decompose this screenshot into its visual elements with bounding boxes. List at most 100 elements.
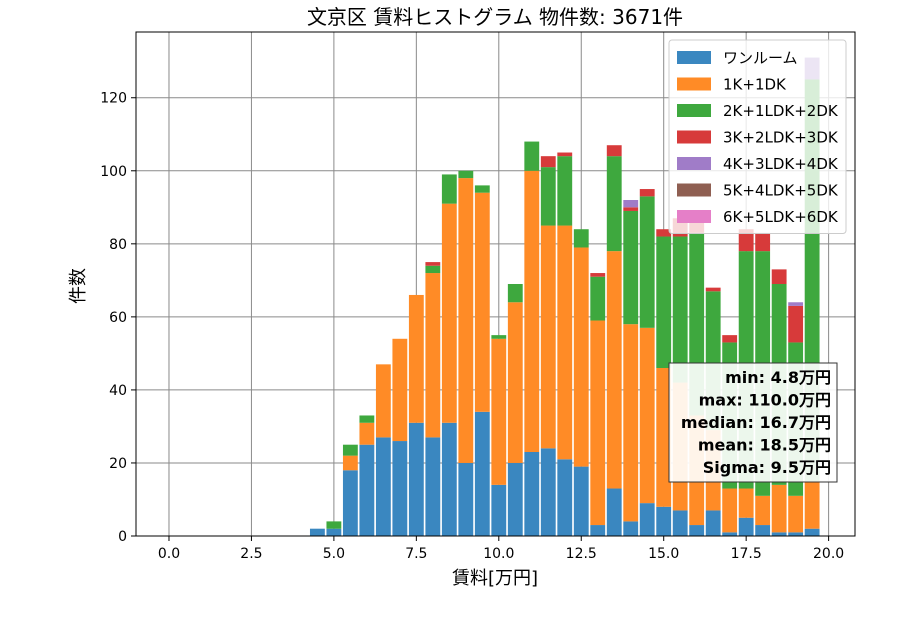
bar-segment-4 (425, 262, 441, 266)
y-tick-label: 80 (109, 237, 127, 253)
bar-segment-1 (375, 437, 391, 536)
x-tick-label: 15.0 (648, 546, 679, 562)
bar-segment-5 (623, 200, 639, 208)
bar-segment-4 (705, 287, 721, 292)
bar-segment-4 (639, 189, 655, 197)
bar-segment-3 (507, 284, 523, 303)
bar-segment-3 (474, 185, 490, 193)
y-tick-label: 100 (100, 164, 127, 180)
legend-label: 3K+2LDK+3DK (723, 129, 839, 147)
bar-segment-1 (705, 510, 721, 536)
x-tick-label: 7.5 (405, 546, 427, 562)
y-tick-label: 0 (118, 529, 127, 545)
bar-segment-3 (540, 167, 556, 226)
x-tick-label: 5.0 (323, 546, 345, 562)
bar-segment-3 (623, 210, 639, 325)
bar-segment-3 (606, 156, 622, 252)
bar-segment-1 (689, 525, 705, 536)
stats-line: median: 16.7万円 (681, 413, 831, 432)
bar-segment-1 (425, 437, 441, 536)
bar-segment-1 (507, 462, 523, 536)
bar-segment-1 (639, 503, 655, 536)
bar-segment-4 (540, 156, 556, 168)
bar-segment-2 (441, 203, 457, 423)
axes-frame (135, 31, 856, 537)
x-tick-label: 2.5 (240, 546, 262, 562)
bar-segment-2 (359, 422, 375, 445)
legend-swatch (677, 104, 711, 117)
x-tick-label: 20.0 (813, 546, 844, 562)
legend-label: 4K+3LDK+4DK (723, 155, 839, 173)
bar-segment-2 (557, 225, 573, 460)
y-tick-label: 20 (109, 456, 127, 472)
bar-segment-1 (804, 528, 820, 536)
bar-segment-1 (458, 462, 474, 536)
bar-segment-3 (656, 236, 672, 368)
bar-segment-3 (573, 229, 589, 248)
legend-label: ワンルーム (723, 49, 798, 67)
stats-line: max: 110.0万円 (699, 391, 831, 410)
bar-segment-2 (375, 364, 391, 438)
bar-segment-3 (557, 156, 573, 226)
bar-segment-2 (474, 192, 490, 412)
bar-segment-1 (590, 525, 606, 536)
bar-segment-1 (738, 517, 754, 536)
bar-segment-1 (524, 452, 540, 536)
x-tick-label: 0.0 (158, 546, 180, 562)
bar-segment-1 (771, 532, 787, 536)
x-tick-label: 17.5 (731, 546, 762, 562)
y-axis-label: 件数 (68, 268, 89, 304)
bar-segment-3 (639, 196, 655, 328)
bar-segment-2 (573, 247, 589, 467)
x-axis-label: 賃料[万円] (452, 568, 538, 589)
bar-segment-2 (507, 302, 523, 463)
bar-segment-3 (326, 521, 342, 529)
bar-segment-1 (656, 506, 672, 536)
bar-segment-1 (309, 528, 325, 536)
legend-box (668, 39, 847, 234)
bar-segment-3 (491, 335, 507, 339)
bar-segment-1 (722, 532, 738, 536)
bar-segment-1 (359, 444, 375, 536)
legend-swatch (677, 77, 711, 91)
bar-segment-3 (590, 276, 606, 321)
bar-segment-4 (738, 229, 754, 252)
stats-line: Sigma: 9.5万円 (703, 458, 831, 477)
bar-segment-2 (590, 320, 606, 526)
bar-segment-4 (771, 269, 787, 284)
bar-segment-1 (623, 521, 639, 536)
bar-segment-2 (771, 484, 787, 533)
bar-segment-2 (524, 170, 540, 453)
legend: ワンルーム 1K+1DK 2K+1LDK+2DK 3K+2LDK+3DK 4K+3LDK… (668, 39, 847, 234)
bar-segment-4 (788, 305, 804, 343)
y-tick-label: 120 (100, 91, 127, 107)
bar-segment-3 (342, 444, 358, 456)
legend-label: 5K+4LDK+5DK (723, 182, 839, 200)
y-tick-label: 60 (109, 310, 127, 326)
bar-segment-4 (623, 207, 639, 211)
bar-segment-1 (491, 484, 507, 536)
bar-segment-2 (656, 368, 672, 507)
bar-segment-3 (672, 236, 688, 383)
bar-segment-2 (458, 178, 474, 463)
legend-label: 6K+5LDK+6DK (723, 208, 839, 226)
bar-segment-3 (441, 174, 457, 204)
bar-segment-2 (804, 481, 820, 529)
bar-segment-3 (425, 265, 441, 274)
y-tick-label: 40 (109, 383, 127, 399)
bar-segment-3 (458, 170, 474, 179)
stats-box: min: 4.8万円 max: 110.0万円 median: 16.7万円 mean… (668, 362, 838, 483)
bar-segment-3 (524, 141, 540, 171)
x-tick-label: 10.0 (483, 546, 514, 562)
bar-segment-5 (788, 302, 804, 306)
legend-swatch (677, 157, 711, 170)
bar-segment-2 (540, 225, 556, 449)
legend-label: 2K+1LDK+2DK (723, 102, 839, 120)
bar-segment-1 (474, 411, 490, 536)
legend-swatch (677, 183, 711, 197)
bar-segment-2 (722, 488, 738, 533)
legend-label: 1K+1DK (723, 76, 787, 94)
bar-segment-2 (738, 488, 754, 518)
chart-title: 文京区 賃料ヒストグラム 物件数: 3671件 (307, 5, 683, 29)
